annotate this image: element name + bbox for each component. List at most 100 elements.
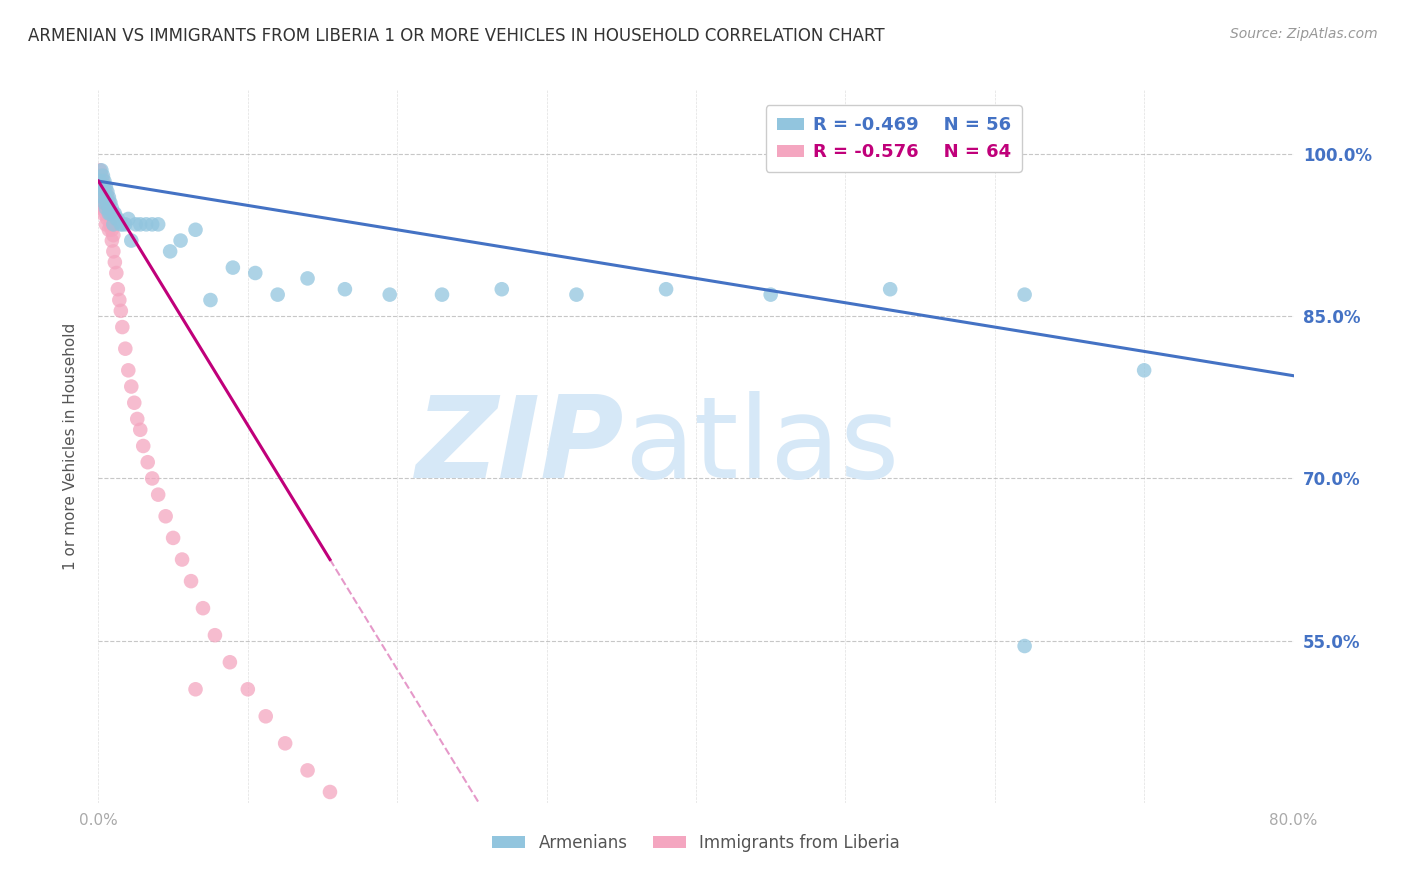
Point [159,244,181,259]
Point [91,190,114,204]
Point [191,601,214,615]
Point [141,218,163,232]
Point [89,174,111,188]
Point [114,218,136,232]
Point [97,195,120,210]
Point [110,303,132,318]
Point [1133,363,1156,377]
Point [111,320,134,334]
Point [117,363,139,377]
Point [90,201,112,215]
Point [97,206,120,220]
Point [90,163,112,178]
Point [342,806,364,821]
Point [96,185,118,199]
Point [162,531,184,545]
Point [371,828,394,842]
Point [97,206,120,220]
Point [297,271,319,285]
Point [114,342,136,356]
Point [180,574,202,589]
Point [129,423,152,437]
Point [120,379,142,393]
Point [96,195,118,210]
Point [148,488,170,502]
Point [120,234,142,248]
Point [378,287,401,301]
Point [297,764,319,778]
Point [222,260,245,275]
Point [93,195,115,210]
Point [94,206,117,220]
Point [136,455,159,469]
Point [245,266,267,280]
Point [111,218,134,232]
Point [172,552,194,566]
Text: atlas: atlas [624,391,900,501]
Point [100,206,122,220]
Point [100,195,122,210]
Point [90,190,112,204]
Point [401,850,423,864]
Point [94,218,117,232]
Point [100,218,122,232]
Y-axis label: 1 or more Vehicles in Household: 1 or more Vehicles in Household [63,322,77,570]
Point [97,190,120,204]
Point [89,174,111,188]
Point [104,206,127,220]
Text: ZIP: ZIP [416,391,624,501]
Point [127,412,149,426]
Point [91,185,114,199]
Point [97,201,120,215]
Point [94,179,117,194]
Point [141,471,163,485]
Point [100,206,122,220]
Point [103,206,125,220]
Point [104,255,127,269]
Text: ARMENIAN VS IMMIGRANTS FROM LIBERIA 1 OR MORE VEHICLES IN HOUSEHOLD CORRELATION : ARMENIAN VS IMMIGRANTS FROM LIBERIA 1 OR… [28,27,884,45]
Point [879,282,901,296]
Point [107,282,129,296]
Point [184,682,207,697]
Point [101,234,124,248]
Point [254,709,277,723]
Point [96,190,118,204]
Point [93,201,115,215]
Point [135,218,157,232]
Point [125,218,148,232]
Point [91,174,114,188]
Point [90,169,112,183]
Point [96,211,118,226]
Point [267,287,290,301]
Point [89,185,111,199]
Point [93,179,115,194]
Point [319,785,342,799]
Point [105,211,128,226]
Legend: Armenians, Immigrants from Liberia: Armenians, Immigrants from Liberia [485,828,907,859]
Point [200,293,222,307]
Point [91,206,114,220]
Point [430,287,453,301]
Point [103,244,125,259]
Point [97,223,120,237]
Point [204,628,226,642]
Point [148,218,170,232]
Point [1014,639,1036,653]
Point [236,682,259,697]
Point [124,396,146,410]
Point [90,179,112,194]
Text: Source: ZipAtlas.com: Source: ZipAtlas.com [1230,27,1378,41]
Point [117,211,139,226]
Point [91,169,114,183]
Point [110,218,132,232]
Point [108,293,131,307]
Point [565,287,588,301]
Point [93,185,115,199]
Point [155,509,177,524]
Point [132,439,155,453]
Point [103,218,125,232]
Point [90,179,112,194]
Point [101,201,124,215]
Point [101,223,124,237]
Point [93,174,115,188]
